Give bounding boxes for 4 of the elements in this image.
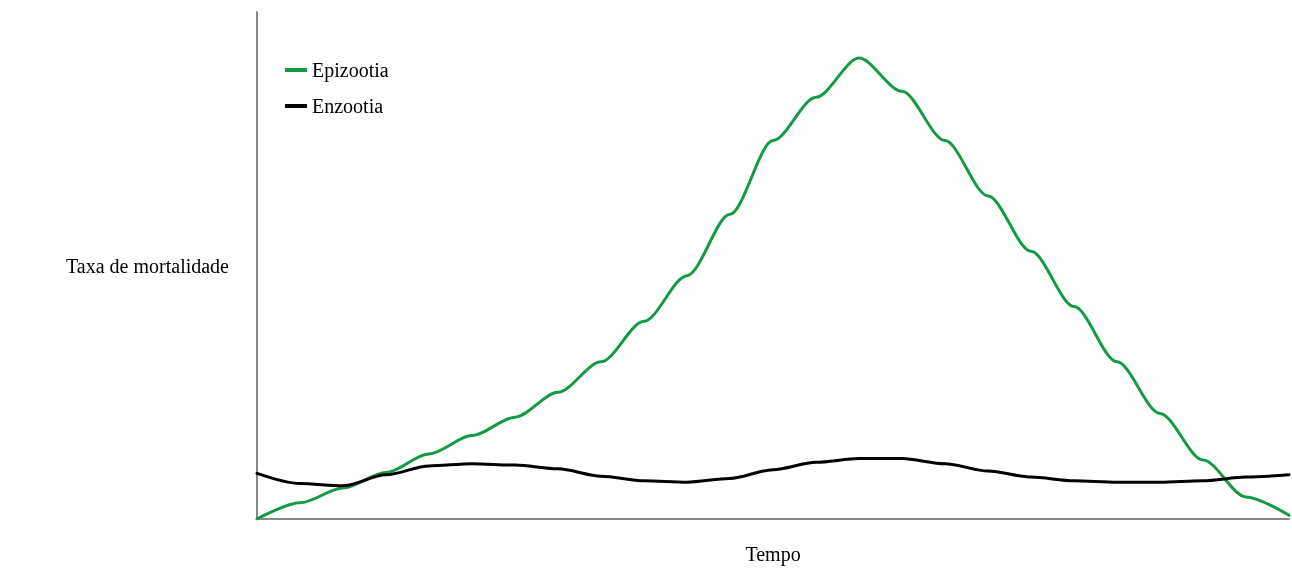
legend-label: Enzootia	[312, 95, 384, 117]
x-axis-title: Tempo	[745, 543, 801, 566]
legend-label: Epizootia	[312, 59, 389, 82]
y-axis-title: Taxa de mortalidade	[66, 254, 230, 277]
